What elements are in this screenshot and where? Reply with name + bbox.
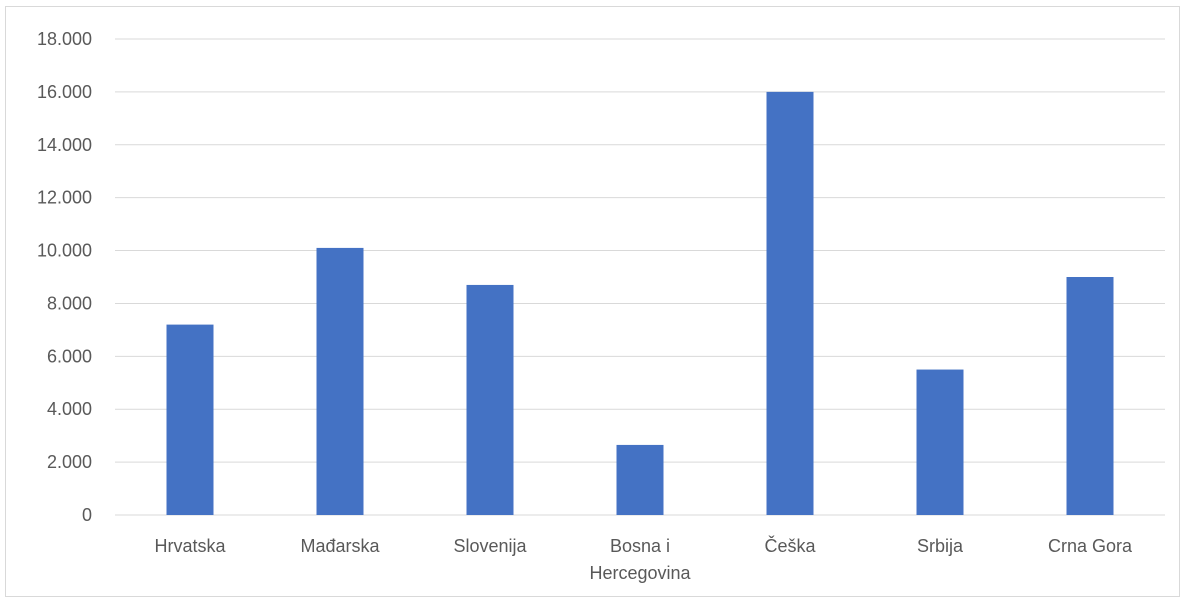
bar <box>616 444 664 515</box>
y-axis-ticks: 0 2.000 4.000 6.000 8.000 10.000 12.000 14.000 1… <box>37 29 92 525</box>
y-tick-label: 8.000 <box>47 293 92 313</box>
gridlines <box>115 38 1165 516</box>
y-tick-label: 0 <box>82 505 92 525</box>
y-tick-label: 14.000 <box>37 135 92 155</box>
y-tick-label: 18.000 <box>37 29 92 49</box>
x-category-label: Hercegovina <box>589 563 691 583</box>
x-axis-labels: Hrvatska Mađarska Slovenija Bosna i Hercegov… <box>154 535 1133 583</box>
x-category-label: Crna Gora <box>1048 536 1133 556</box>
x-category-label: Srbija <box>917 536 964 556</box>
x-category-label: Mađarska <box>300 536 380 556</box>
y-tick-label: 10.000 <box>37 241 92 261</box>
y-tick-label: 2.000 <box>47 452 92 472</box>
y-tick-label: 16.000 <box>37 82 92 102</box>
bar <box>466 284 514 515</box>
bar <box>1066 277 1114 515</box>
x-category-label: Češka <box>764 535 816 556</box>
y-tick-label: 6.000 <box>47 346 92 366</box>
x-category-label: Bosna i <box>610 536 670 556</box>
bar <box>916 369 964 515</box>
x-category-label: Slovenija <box>453 536 527 556</box>
bars <box>166 91 1114 515</box>
bar <box>766 91 814 515</box>
y-tick-label: 12.000 <box>37 188 92 208</box>
x-category-label: Hrvatska <box>154 536 226 556</box>
bar <box>316 247 364 515</box>
y-tick-label: 4.000 <box>47 399 92 419</box>
bar <box>166 324 214 515</box>
